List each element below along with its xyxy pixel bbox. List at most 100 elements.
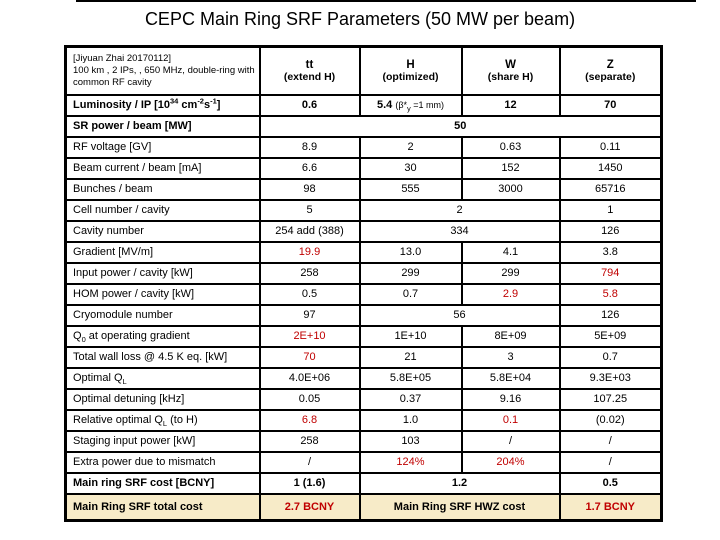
value-z: 3.8 xyxy=(558,241,663,264)
row-label-luminosity: Luminosity / IP [1034 cm-2s-1] xyxy=(64,94,261,117)
value-h-w-merged: 1.2 xyxy=(358,472,561,495)
value-z: 5E+09 xyxy=(558,325,663,348)
value-h-w-merged: 2 xyxy=(358,199,561,222)
value-h-w-merged: 56 xyxy=(358,304,561,327)
table-row-wall-loss: Total wall loss @ 4.5 K eq. [kW] 70 21 3… xyxy=(64,346,663,369)
value-tt: 1 (1.6) xyxy=(258,472,361,495)
value-h: 13.0 xyxy=(358,241,463,264)
value-h: 0.7 xyxy=(358,283,463,306)
value-h: 299 xyxy=(358,262,463,285)
value-z: 0.5 xyxy=(558,472,663,495)
value-w: 9.16 xyxy=(460,388,561,411)
col-header-h: H (optimized) xyxy=(358,45,463,96)
value-hwz-cost-label: Main Ring SRF HWZ cost xyxy=(358,493,561,522)
row-label: Input power / cavity [kW] xyxy=(64,262,261,285)
value-w: 4.1 xyxy=(460,241,561,264)
value-luminosity-tt: 0.6 xyxy=(258,94,361,117)
table-row-cell-number: Cell number / cavity 5 2 1 xyxy=(64,199,663,222)
table-row-bunches: Bunches / beam 98 555 3000 65716 xyxy=(64,178,663,201)
row-label: Cryomodule number xyxy=(64,304,261,327)
value-tt: 8.9 xyxy=(258,136,361,159)
table-row-q0: Q0 at operating gradient 2E+10 1E+10 8E+… xyxy=(64,325,663,348)
value-z: 0.7 xyxy=(558,346,663,369)
value-z: / xyxy=(558,430,663,453)
table-row-total-cost: Main Ring SRF total cost 2.7 BCNY Main R… xyxy=(64,493,663,522)
value-w: 299 xyxy=(460,262,561,285)
value-luminosity-z: 70 xyxy=(558,94,663,117)
row-label-sr-power: SR power / beam [MW] xyxy=(64,115,261,138)
source-description: 100 km , 2 IPs, , 650 MHz, double-ring w… xyxy=(73,65,255,89)
srf-parameters-table: [Jiyuan Zhai 20170112] 100 km , 2 IPs, ,… xyxy=(64,45,663,522)
row-label: Staging input power [kW] xyxy=(64,430,261,453)
row-label: Gradient [MV/m] xyxy=(64,241,261,264)
row-label: Main Ring SRF total cost xyxy=(64,493,261,522)
table-row-relative-ql: Relative optimal QL (to H) 6.8 1.0 0.1 (… xyxy=(64,409,663,432)
value-tt: 6.6 xyxy=(258,157,361,180)
value-w: 152 xyxy=(460,157,561,180)
value-w: / xyxy=(460,430,561,453)
value-w: 5.8E+04 xyxy=(460,367,561,390)
value-tt: 97 xyxy=(258,304,361,327)
value-z: 794 xyxy=(558,262,663,285)
value-tt: 5 xyxy=(258,199,361,222)
value-z: 126 xyxy=(558,304,663,327)
row-label: Total wall loss @ 4.5 K eq. [kW] xyxy=(64,346,261,369)
value-tt: 2E+10 xyxy=(258,325,361,348)
value-w: 2.9 xyxy=(460,283,561,306)
value-tt: 254 add (388) xyxy=(258,220,361,243)
table-row-beam-current: Beam current / beam [mA] 6.6 30 152 1450 xyxy=(64,157,663,180)
value-h: 30 xyxy=(358,157,463,180)
value-h: 0.37 xyxy=(358,388,463,411)
value-z: 126 xyxy=(558,220,663,243)
col-header-w: W (share H) xyxy=(460,45,561,96)
source-citation: [Jiyuan Zhai 20170112] xyxy=(73,52,172,64)
table-row-staging-power: Staging input power [kW] 258 103 / / xyxy=(64,430,663,453)
value-tt: 258 xyxy=(258,430,361,453)
value-luminosity-h: 5.4 (β*y =1 mm) xyxy=(358,94,463,117)
value-z: 0.11 xyxy=(558,136,663,159)
table-row-sr-power: SR power / beam [MW] 50 xyxy=(64,115,663,138)
value-tt: 258 xyxy=(258,262,361,285)
value-z: 1450 xyxy=(558,157,663,180)
table-row-luminosity: Luminosity / IP [1034 cm-2s-1] 0.6 5.4 (… xyxy=(64,94,663,117)
row-label: HOM power / cavity [kW] xyxy=(64,283,261,306)
table-row-hom-power: HOM power / cavity [kW] 0.5 0.7 2.9 5.8 xyxy=(64,283,663,306)
value-h: 555 xyxy=(358,178,463,201)
value-h: 1.0 xyxy=(358,409,463,432)
value-total-cost-tt: 2.7 BCNY xyxy=(258,493,361,522)
value-w: 3 xyxy=(460,346,561,369)
value-h: 124% xyxy=(358,451,463,474)
value-w: 204% xyxy=(460,451,561,474)
value-tt: / xyxy=(258,451,361,474)
table-row-cavity-number: Cavity number 254 add (388) 334 126 xyxy=(64,220,663,243)
value-z: 65716 xyxy=(558,178,663,201)
value-tt: 98 xyxy=(258,178,361,201)
value-h: 103 xyxy=(358,430,463,453)
value-z: 107.25 xyxy=(558,388,663,411)
value-z: 9.3E+03 xyxy=(558,367,663,390)
value-z: (0.02) xyxy=(558,409,663,432)
source-note-cell: [Jiyuan Zhai 20170112] 100 km , 2 IPs, ,… xyxy=(64,45,261,96)
table-row-detuning: Optimal detuning [kHz] 0.05 0.37 9.16 10… xyxy=(64,388,663,411)
row-label: Bunches / beam xyxy=(64,178,261,201)
table-row-extra-power: Extra power due to mismatch / 124% 204% … xyxy=(64,451,663,474)
value-tt: 4.0E+06 xyxy=(258,367,361,390)
value-w: 0.63 xyxy=(460,136,561,159)
row-label: Q0 at operating gradient xyxy=(64,325,261,348)
row-label: Extra power due to mismatch xyxy=(64,451,261,474)
value-tt: 0.05 xyxy=(258,388,361,411)
table-header-row: [Jiyuan Zhai 20170112] 100 km , 2 IPs, ,… xyxy=(64,45,663,96)
value-h: 1E+10 xyxy=(358,325,463,348)
value-tt: 70 xyxy=(258,346,361,369)
row-label: Optimal detuning [kHz] xyxy=(64,388,261,411)
table-row-rf-voltage: RF voltage [GV] 8.9 2 0.63 0.11 xyxy=(64,136,663,159)
col-header-z: Z (separate) xyxy=(558,45,663,96)
value-tt: 6.8 xyxy=(258,409,361,432)
value-z: / xyxy=(558,451,663,474)
value-z: 5.8 xyxy=(558,283,663,306)
value-sr-power: 50 xyxy=(258,115,663,138)
beta-star-note: (β*y =1 mm) xyxy=(395,100,445,114)
table-row-gradient: Gradient [MV/m] 19.9 13.0 4.1 3.8 xyxy=(64,241,663,264)
slide-title: CEPC Main Ring SRF Parameters (50 MW per… xyxy=(144,9,576,29)
value-z: 1 xyxy=(558,199,663,222)
